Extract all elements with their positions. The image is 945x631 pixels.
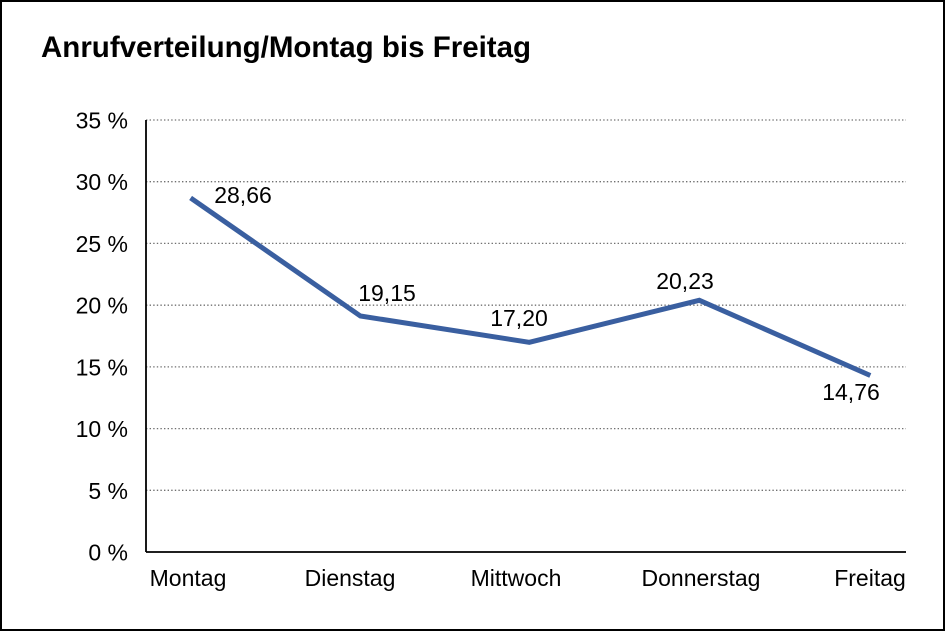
svg-text:25 %: 25 % bbox=[76, 231, 128, 257]
svg-text:5 %: 5 % bbox=[88, 478, 128, 504]
svg-text:30 %: 30 % bbox=[76, 169, 128, 195]
svg-text:20,23: 20,23 bbox=[656, 268, 714, 294]
svg-text:Dienstag: Dienstag bbox=[305, 565, 396, 591]
svg-text:19,15: 19,15 bbox=[358, 280, 416, 306]
svg-text:0 %: 0 % bbox=[88, 540, 128, 566]
svg-text:28,66: 28,66 bbox=[214, 182, 272, 208]
svg-text:10 %: 10 % bbox=[76, 416, 128, 442]
svg-text:Donnerstag: Donnerstag bbox=[642, 565, 761, 591]
svg-text:35 %: 35 % bbox=[76, 108, 128, 134]
svg-text:20 %: 20 % bbox=[76, 293, 128, 319]
svg-text:15 %: 15 % bbox=[76, 354, 128, 380]
svg-text:Montag: Montag bbox=[150, 565, 227, 591]
svg-text:Mittwoch: Mittwoch bbox=[471, 565, 562, 591]
svg-text:Freitag: Freitag bbox=[834, 565, 906, 591]
svg-text:17,20: 17,20 bbox=[490, 305, 548, 331]
svg-text:14,76: 14,76 bbox=[822, 379, 880, 405]
